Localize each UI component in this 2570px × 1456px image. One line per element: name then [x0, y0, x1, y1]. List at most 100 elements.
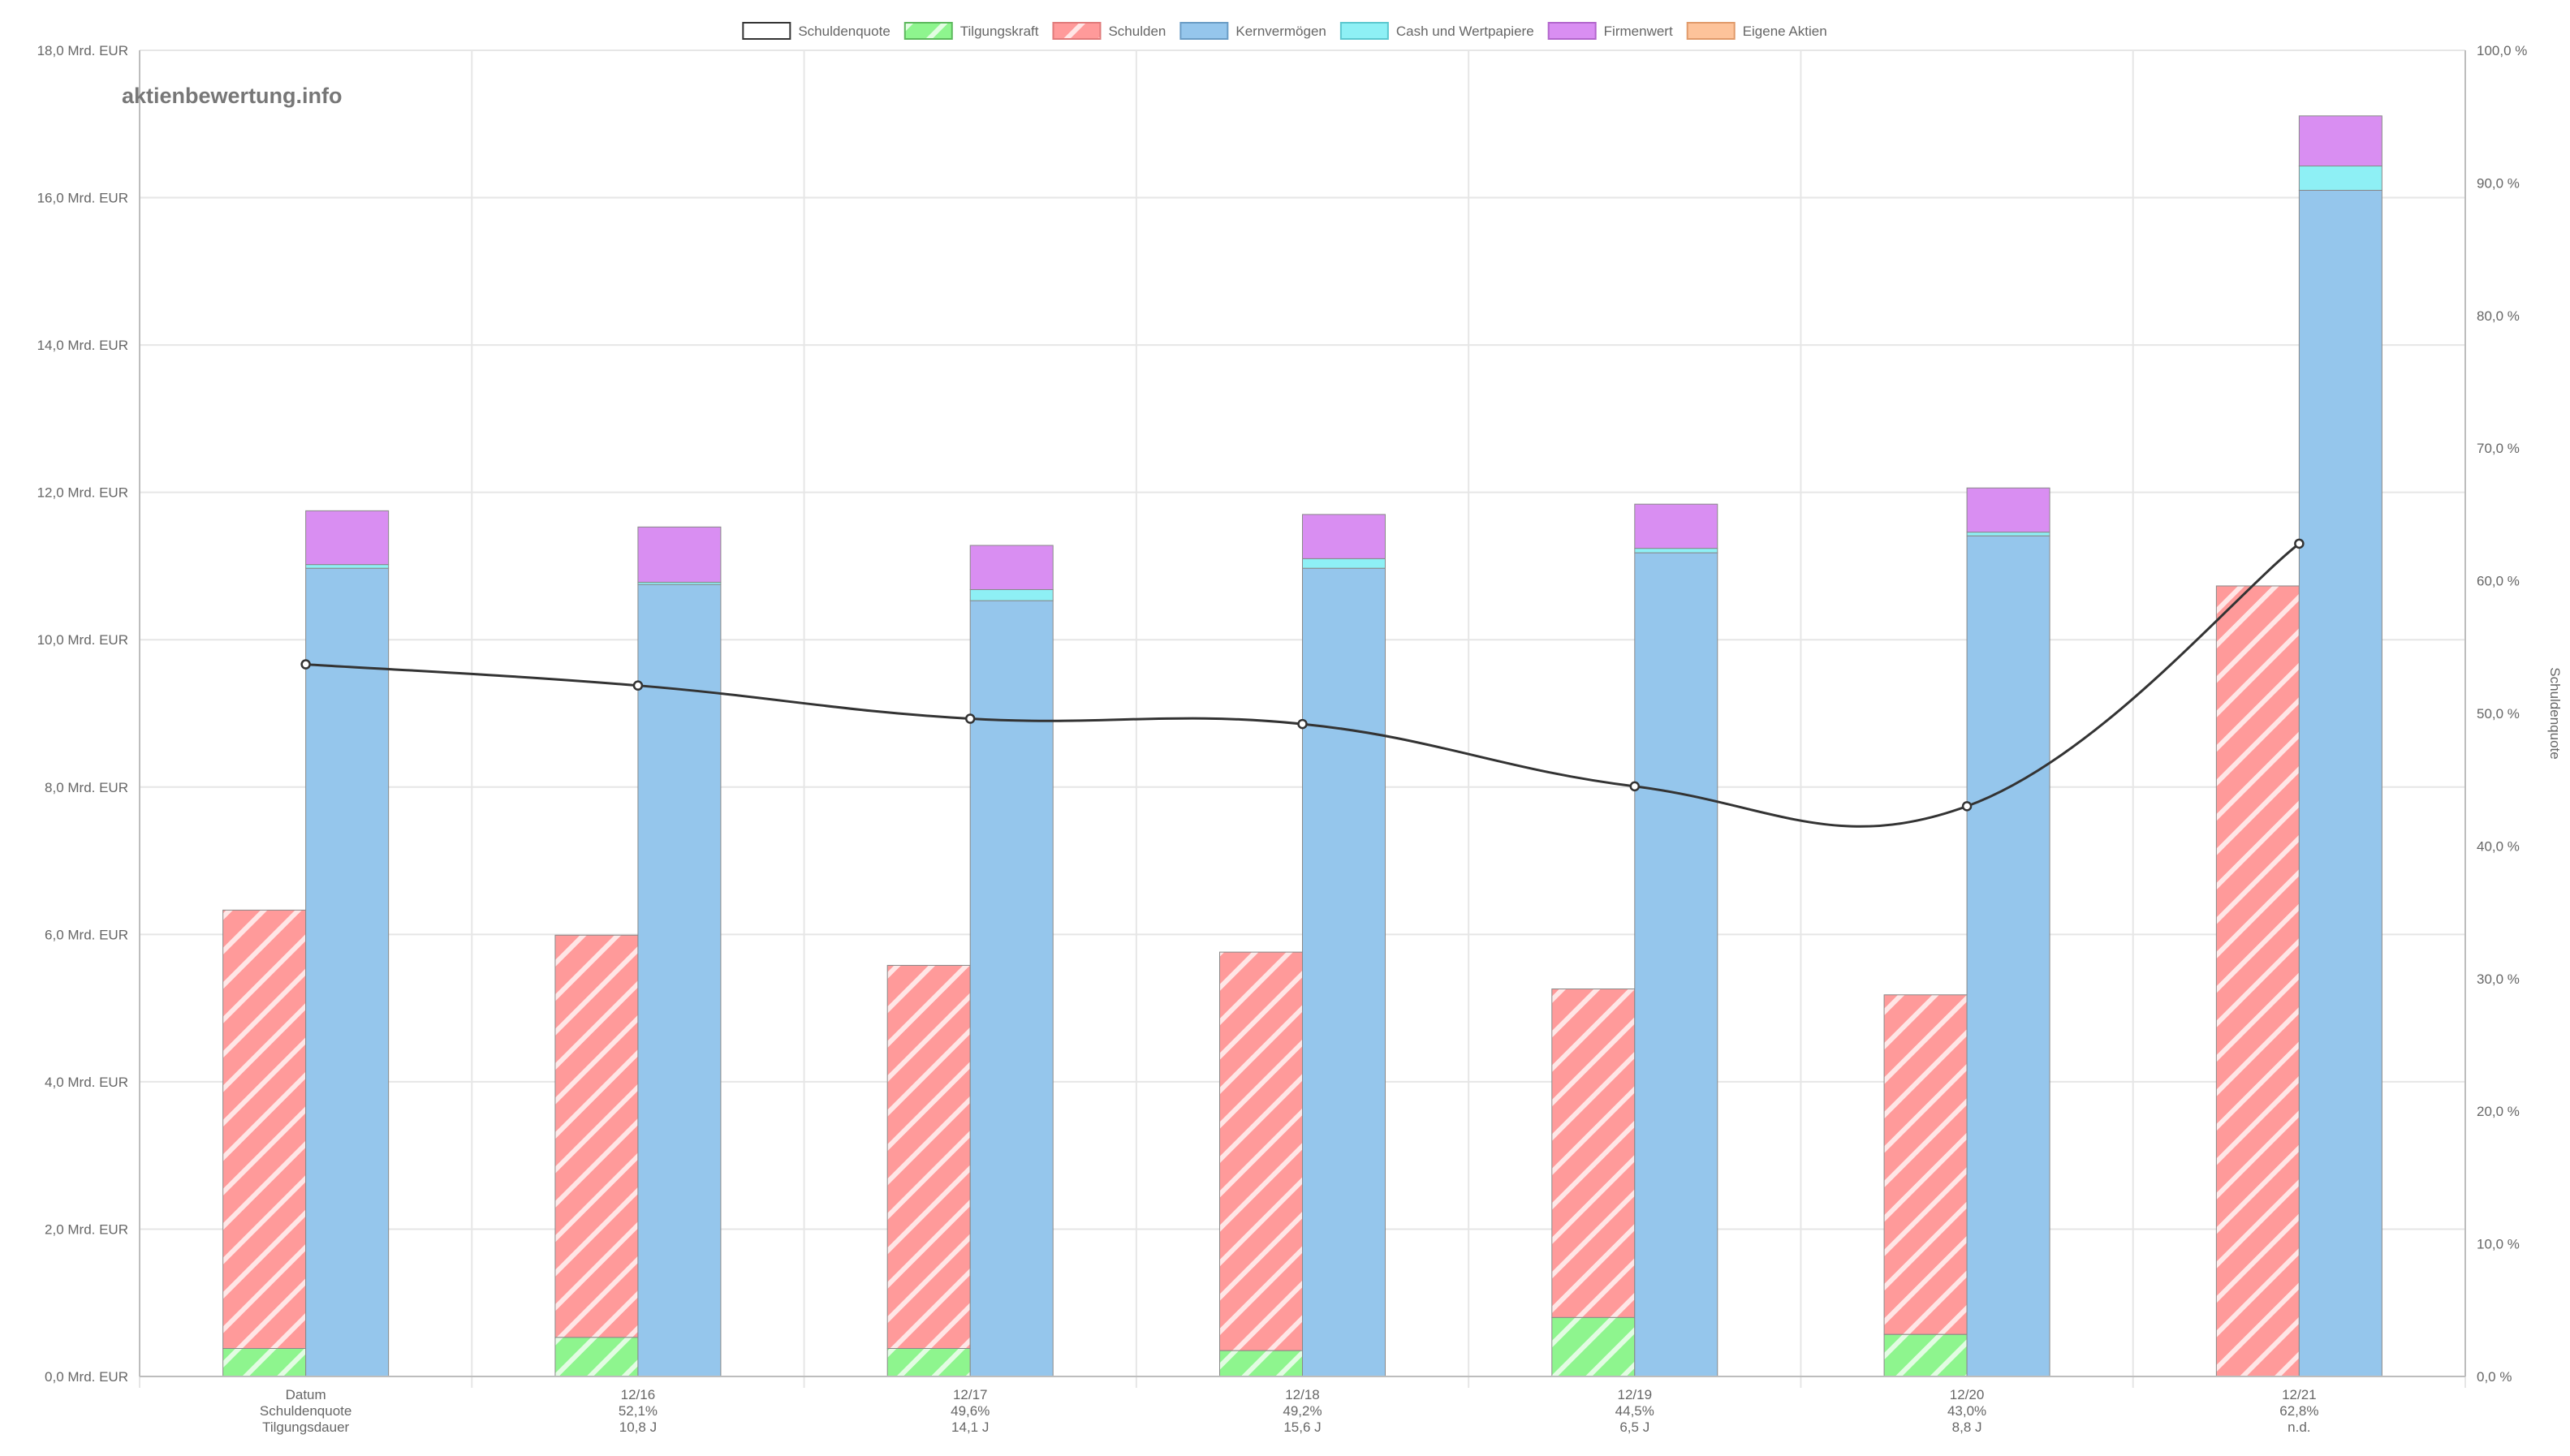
bar-schulden	[1219, 951, 1303, 1351]
y-left-tick-label: 2,0 Mrd. EUR	[45, 1221, 128, 1237]
bar-cash-wertpapiere	[1634, 548, 1718, 554]
schuldenquote-point	[1961, 801, 1973, 812]
y-left-tick-label: 12,0 Mrd. EUR	[37, 485, 128, 501]
bar-kernvermoegen	[2298, 189, 2382, 1377]
y-left-tick-label: 6,0 Mrd. EUR	[45, 927, 128, 942]
bar-firmenwert	[2298, 115, 2382, 167]
y-left-tick-label: 8,0 Mrd. EUR	[45, 780, 128, 795]
axis-layer: 0,0 Mrd. EUR 2,0 Mrd. EUR 4,0 Mrd. EUR 6,0 …	[37, 43, 2563, 1435]
legend-swatch	[742, 22, 791, 40]
y-left-tick-label: 4,0 Mrd. EUR	[45, 1075, 128, 1090]
x-tick-sublabel: 44,5%	[1615, 1403, 1654, 1419]
bar-cash-wertpapiere	[2298, 166, 2382, 191]
x-tick-label: 12/18	[1285, 1387, 1320, 1402]
y-right-tick-label: 30,0 %	[2477, 971, 2520, 987]
bars-layer	[222, 115, 2382, 1377]
bar-schulden	[2215, 585, 2300, 1377]
x-tick-sublabel: 10,8 J	[619, 1419, 657, 1435]
legend: Schuldenquote Tilgungskraft Schulden Kernve…	[742, 22, 1827, 40]
x-tick-label: Datum	[286, 1387, 326, 1402]
y-left-tick-label: 14,0 Mrd. EUR	[37, 338, 128, 353]
y-right-tick-label: 40,0 %	[2477, 838, 2520, 854]
x-tick-label: 12/17	[953, 1387, 988, 1402]
bar-tilgungskraft	[1883, 1333, 1968, 1377]
bar-kernvermoegen	[1634, 552, 1718, 1377]
bar-schulden	[554, 934, 639, 1338]
y-right-tick-label: 60,0 %	[2477, 574, 2520, 589]
legend-swatch	[903, 22, 953, 40]
y-right-tick-label: 10,0 %	[2477, 1237, 2520, 1252]
legend-label: Schuldenquote	[798, 24, 890, 39]
bar-tilgungskraft	[1219, 1350, 1303, 1377]
schuldenquote-point	[1629, 781, 1641, 792]
x-tick-sublabel: Tilgungsdauer	[262, 1419, 349, 1435]
legend-swatch	[1052, 22, 1102, 40]
x-tick-sublabel: n.d.	[2288, 1419, 2310, 1435]
line-layer	[300, 538, 2305, 828]
bar-schulden	[886, 964, 971, 1350]
x-tick-label: 12/19	[1618, 1387, 1653, 1402]
bar-firmenwert	[1634, 503, 1718, 549]
bar-firmenwert	[305, 510, 390, 566]
legend-swatch	[1179, 22, 1229, 40]
bar-schulden	[1551, 989, 1636, 1318]
y-right-tick-label: 0,0 %	[2477, 1369, 2512, 1385]
y-right-tick-label: 50,0 %	[2477, 706, 2520, 722]
bar-tilgungskraft	[1551, 1316, 1636, 1377]
schuldenquote-point	[632, 680, 644, 691]
bar-firmenwert	[969, 545, 1054, 590]
x-tick-sublabel: 8,8 J	[1952, 1419, 1982, 1435]
legend-label: Kernvermögen	[1235, 24, 1326, 39]
schuldenquote-point	[300, 659, 311, 670]
bar-cash-wertpapiere	[969, 588, 1054, 601]
x-tick-sublabel: 43,0%	[1947, 1403, 1986, 1419]
x-tick-sublabel: Schuldenquote	[260, 1403, 351, 1419]
watermark: aktienbewertung.info	[122, 84, 343, 108]
bar-kernvermoegen	[305, 567, 390, 1377]
x-tick-sublabel: 14,1 J	[951, 1419, 989, 1435]
bar-firmenwert	[637, 526, 722, 583]
y-right-axis-title: Schuldenquote	[2547, 667, 2563, 759]
y-right-tick-label: 20,0 %	[2477, 1104, 2520, 1119]
x-tick-sublabel: 52,1%	[619, 1403, 658, 1419]
bar-cash-wertpapiere	[1302, 558, 1386, 569]
x-tick-label: 12/21	[2282, 1387, 2317, 1402]
x-tick-sublabel: 6,5 J	[1619, 1419, 1649, 1435]
x-tick-label: 12/16	[621, 1387, 656, 1402]
bar-firmenwert	[1302, 514, 1386, 559]
y-left-tick-label: 10,0 Mrd. EUR	[37, 632, 128, 648]
bar-cash-wertpapiere	[1966, 532, 2050, 536]
x-tick-sublabel: 49,6%	[951, 1403, 990, 1419]
x-tick-sublabel: 62,8%	[2279, 1403, 2318, 1419]
legend-label: Firmenwert	[1604, 24, 1673, 39]
bar-tilgungskraft	[554, 1337, 639, 1377]
x-tick-sublabel: 15,6 J	[1283, 1419, 1321, 1435]
bar-firmenwert	[1966, 487, 2050, 533]
y-left-tick-label: 0,0 Mrd. EUR	[45, 1369, 128, 1385]
legend-swatch	[1339, 22, 1389, 40]
bar-kernvermoegen	[637, 584, 722, 1377]
schuldenquote-point	[964, 713, 976, 724]
bar-schulden	[1883, 994, 1968, 1335]
schuldenquote-point	[1297, 718, 1308, 730]
y-right-tick-label: 70,0 %	[2477, 441, 2520, 456]
schuldenquote-point	[2294, 538, 2305, 549]
bar-schulden	[222, 909, 307, 1350]
x-tick-sublabel: 49,2%	[1283, 1403, 1322, 1419]
bar-tilgungskraft	[886, 1348, 971, 1377]
y-right-tick-label: 90,0 %	[2477, 175, 2520, 191]
legend-label: Tilgungskraft	[960, 24, 1039, 39]
legend-label: Schulden	[1108, 24, 1166, 39]
bar-cash-wertpapiere	[305, 564, 390, 569]
legend-label: Eigene Aktien	[1743, 24, 1827, 39]
y-right-tick-label: 80,0 %	[2477, 308, 2520, 324]
y-right-tick-label: 100,0 %	[2477, 43, 2527, 58]
y-left-tick-label: 16,0 Mrd. EUR	[37, 191, 128, 206]
bar-kernvermoegen	[969, 600, 1054, 1377]
legend-label: Cash und Wertpapiere	[1396, 24, 1534, 39]
bar-kernvermoegen	[1966, 535, 2050, 1377]
bar-kernvermoegen	[1302, 567, 1386, 1377]
y-left-tick-label: 18,0 Mrd. EUR	[37, 43, 128, 58]
